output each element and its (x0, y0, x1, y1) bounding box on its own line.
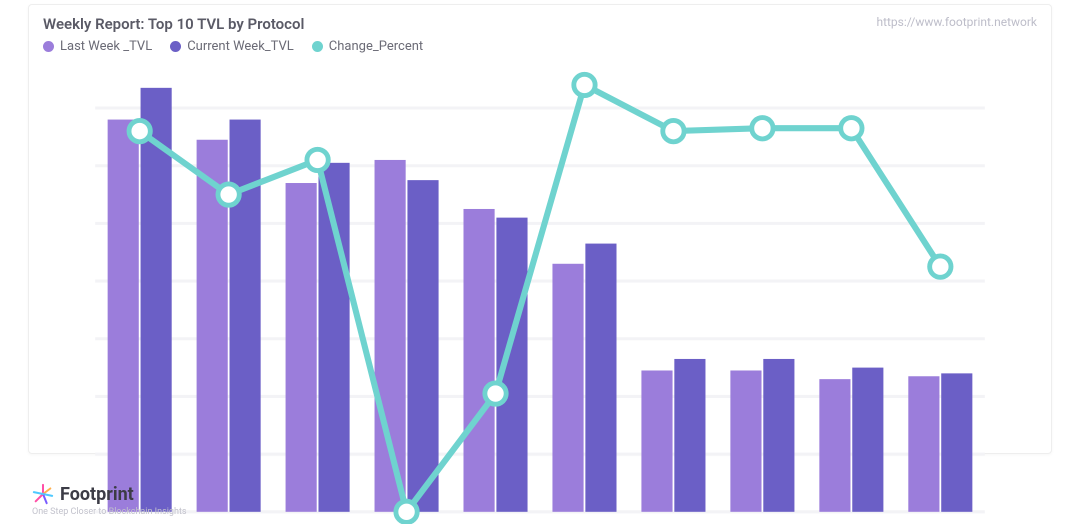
legend-label: Change_Percent (329, 39, 423, 54)
line-marker (396, 501, 417, 522)
bar (641, 370, 672, 511)
line-marker (841, 118, 862, 139)
line-marker (218, 184, 239, 205)
legend-dot-icon (312, 41, 323, 52)
legend-item-current-week[interactable]: Current Week_TVL (170, 39, 294, 54)
bar (908, 376, 939, 512)
bar (552, 264, 583, 512)
bar (407, 180, 438, 512)
bar (674, 359, 705, 512)
line-marker (307, 149, 328, 170)
legend-label: Last Week _TVL (60, 39, 152, 54)
bar (585, 244, 616, 512)
bar (108, 120, 139, 512)
legend: Last Week _TVL Current Week_TVL Change_P… (43, 39, 1037, 54)
bar (230, 120, 261, 512)
footer: Footprint One Step Closer to Blockchain … (32, 483, 187, 517)
footer-logo[interactable]: Footprint (32, 483, 187, 505)
chart-card: Weekly Report: Top 10 TVL by Protocol ht… (28, 4, 1052, 454)
footprint-logo-icon (32, 483, 54, 505)
line-marker (485, 383, 506, 404)
bar (286, 183, 317, 512)
legend-label: Current Week_TVL (187, 39, 294, 54)
line-marker (663, 120, 684, 141)
bar (463, 209, 494, 512)
bar (730, 370, 761, 511)
legend-item-last-week[interactable]: Last Week _TVL (43, 39, 152, 54)
line-marker (129, 120, 150, 141)
legend-item-change-percent[interactable]: Change_Percent (312, 39, 423, 54)
line-marker (574, 74, 595, 95)
legend-dot-icon (170, 41, 181, 52)
footer-brand-name: Footprint (60, 484, 134, 505)
line-marker (930, 256, 951, 277)
bar (852, 368, 883, 512)
bar (819, 379, 850, 512)
bar (941, 373, 972, 511)
footer-tagline: One Step Closer to Blockchain Insights (32, 507, 187, 517)
legend-dot-icon (43, 41, 54, 52)
line-marker (752, 118, 773, 139)
bar (763, 359, 794, 512)
source-link[interactable]: https://www.footprint.network (876, 15, 1037, 29)
chart-plot: $0B$2B$4B$6B$8B$10B$12B$14B-6%-4%-2%0%2%… (83, 67, 997, 524)
